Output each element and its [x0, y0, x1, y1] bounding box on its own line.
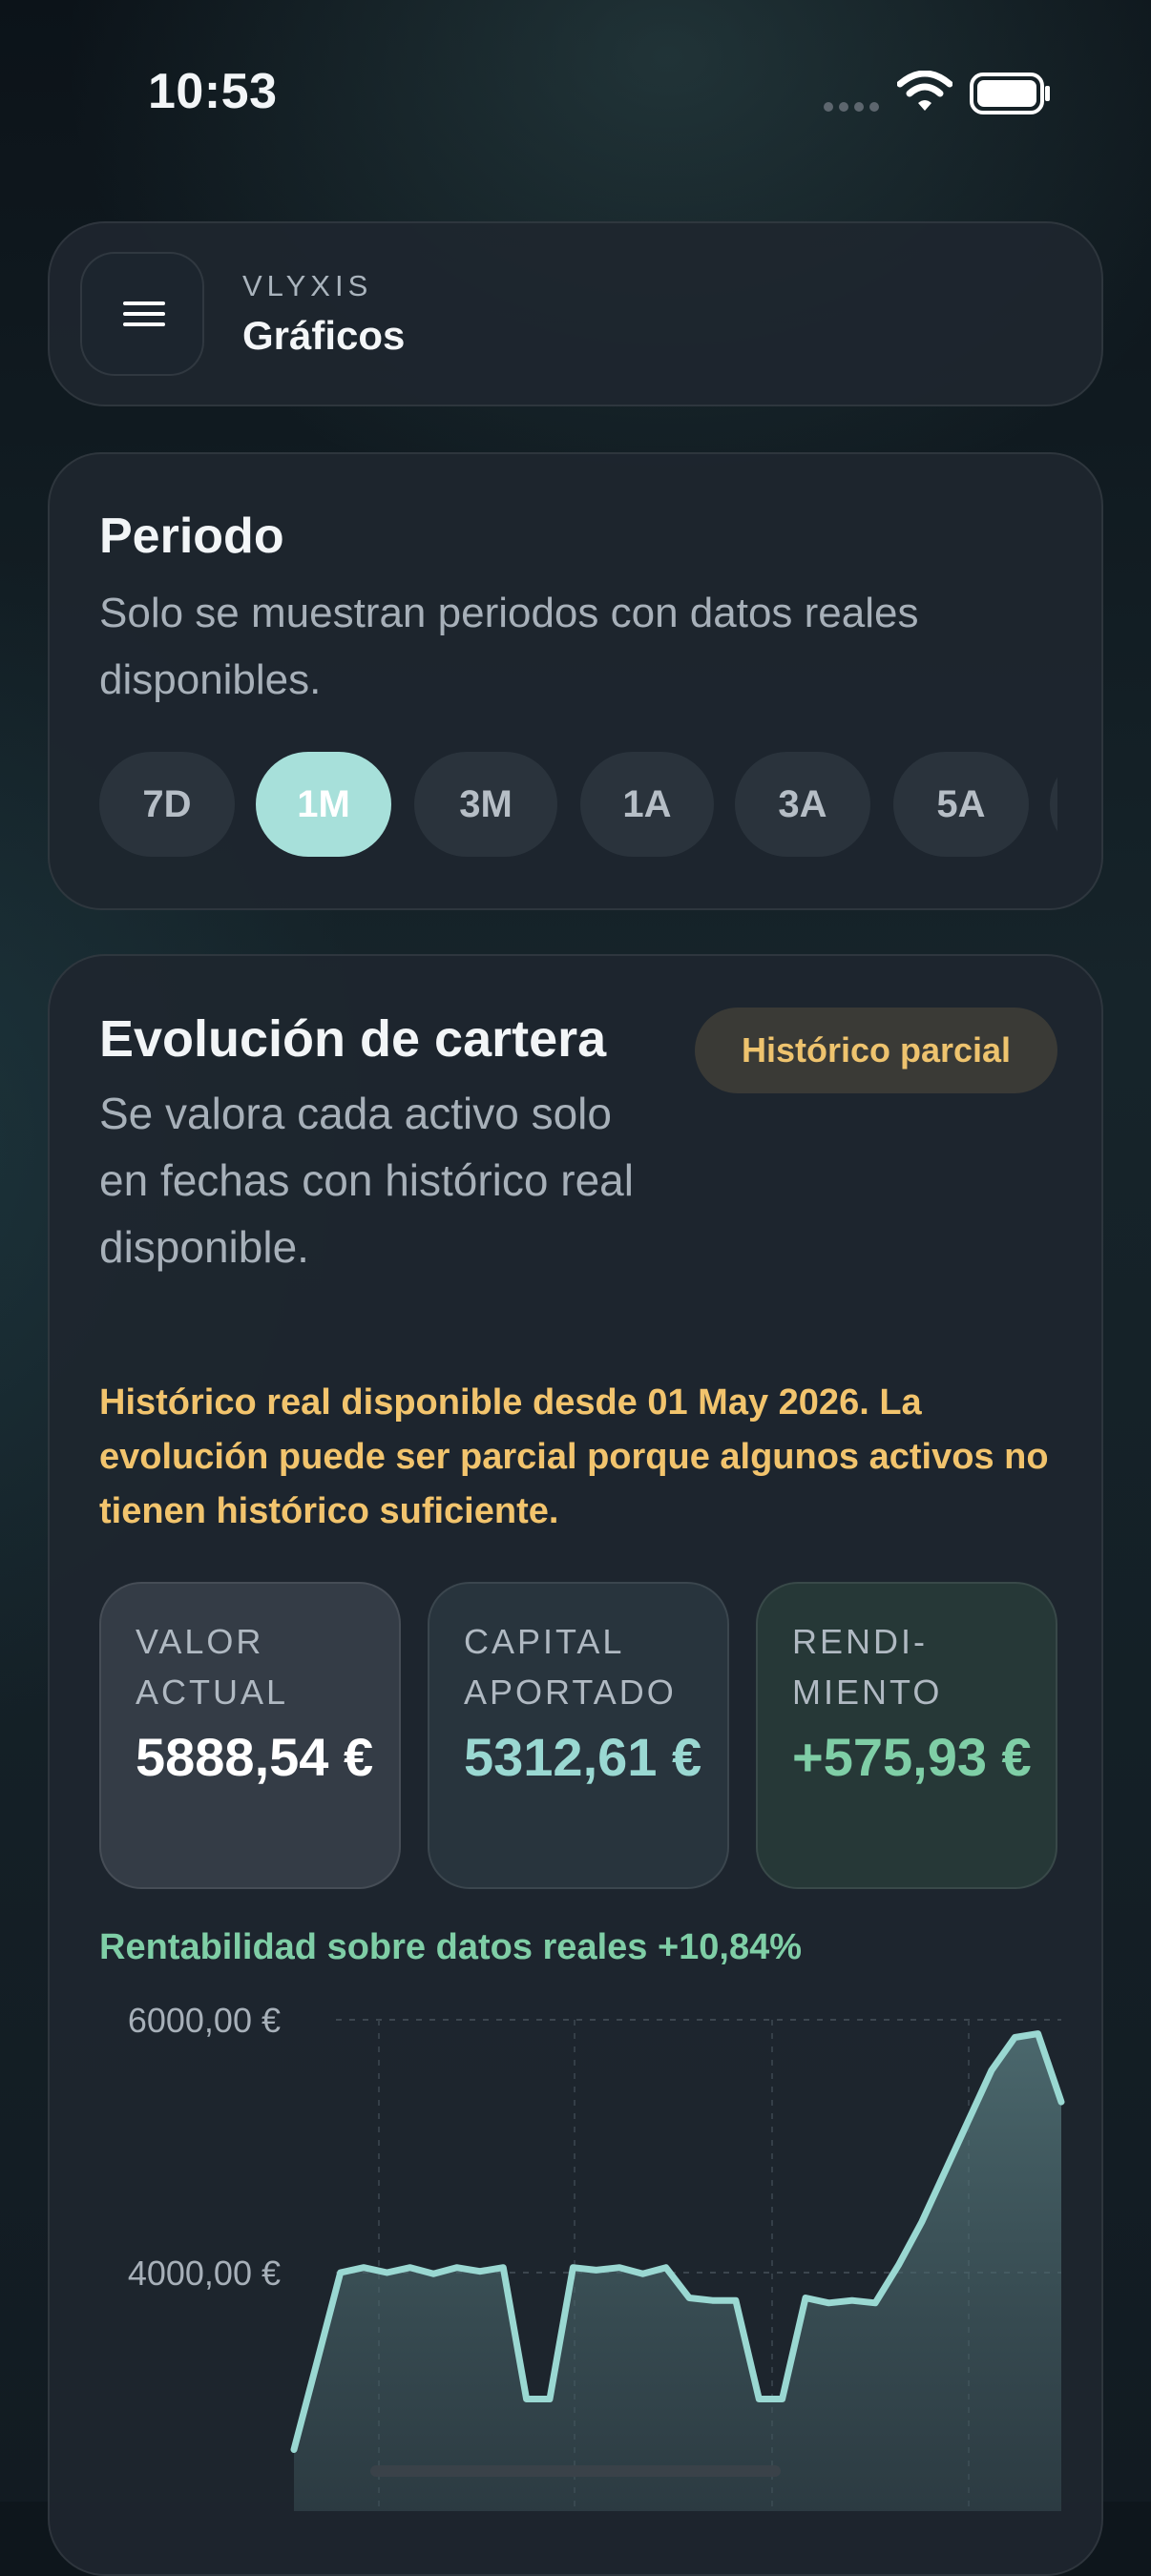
stat-performance: RENDI­MIENTO +575,93 €: [756, 1582, 1057, 1889]
stat-value: 5888,54 €: [136, 1727, 374, 1787]
wifi-icon: [897, 71, 952, 111]
period-subtitle: Solo se muestran periodos con datos real…: [99, 590, 919, 703]
stat-contributed-capital: CAPITAL APORTADO 5312,61 €: [428, 1582, 729, 1889]
stat-current-value: VALOR ACTUAL 5888,54 €: [99, 1582, 401, 1889]
brand-label: VLYXIS: [242, 269, 373, 302]
hamburger-menu-icon: [123, 301, 165, 326]
period-chip-more[interactable]: [1050, 752, 1057, 857]
period-title: Periodo: [99, 509, 284, 564]
stat-label: VALOR ACTUAL: [136, 1622, 289, 1712]
period-chip-3m[interactable]: 3M: [414, 752, 557, 857]
page-title: Gráficos: [242, 313, 406, 358]
status-time: 10:53: [148, 64, 278, 119]
evolution-title: Evolución de cartera: [99, 1010, 607, 1068]
period-chip-7d[interactable]: 7D: [99, 752, 235, 857]
portfolio-chart: 6000,00 € 4000,00 €: [128, 2001, 1065, 2511]
period-card: Periodo Solo se muestran periodos con da…: [48, 452, 1103, 910]
partial-history-badge: Histórico parcial: [695, 1008, 1057, 1093]
battery-icon: [970, 73, 1050, 114]
menu-button[interactable]: [80, 252, 204, 376]
evolution-card: Evolución de cartera Se valora cada acti…: [48, 954, 1103, 2576]
home-indicator: [370, 2465, 781, 2477]
stat-label: CAPITAL APORTADO: [464, 1622, 677, 1712]
period-chip-1m[interactable]: 1M: [256, 752, 391, 857]
history-warning: Histórico real disponible desde 01 May 2…: [99, 1382, 1049, 1531]
cellular-signal-icon: [824, 102, 879, 112]
return-summary: Rentabilidad sobre datos reales +10,84%: [99, 1927, 803, 1967]
stat-value: +575,93 €: [792, 1727, 1032, 1787]
chart-y-tick-label: 6000,00 €: [128, 2001, 281, 2040]
period-chip-3a[interactable]: 3A: [735, 752, 870, 857]
period-selector: 7D 1M 3M 1A 3A 5A: [99, 752, 1057, 862]
stat-label: RENDI­MIENTO: [792, 1622, 943, 1712]
period-chip-5a[interactable]: 5A: [893, 752, 1029, 857]
chart-y-tick-label: 4000,00 €: [128, 2254, 281, 2293]
chart-area: [294, 2033, 1061, 2511]
period-chip-1a[interactable]: 1A: [580, 752, 714, 857]
chart-line: [290, 2030, 1065, 2453]
header-card: VLYXIS Gráficos: [48, 221, 1103, 406]
evolution-description: Se valora cada activo solo en fechas con…: [99, 1089, 634, 1272]
status-bar: 10:53: [0, 0, 1151, 191]
stat-value: 5312,61 €: [464, 1727, 702, 1787]
